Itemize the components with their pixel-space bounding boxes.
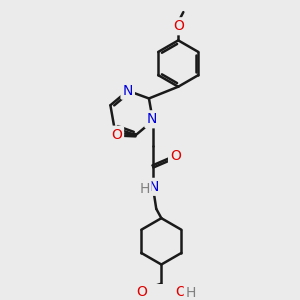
Text: O: O: [170, 149, 181, 163]
Text: O: O: [136, 285, 147, 299]
Text: N: N: [146, 112, 157, 126]
Text: N: N: [122, 84, 133, 98]
Text: H: H: [186, 286, 196, 300]
Text: O: O: [173, 19, 184, 33]
Text: H: H: [139, 182, 150, 196]
Text: O: O: [176, 285, 187, 299]
Text: O: O: [111, 128, 122, 142]
Text: N: N: [149, 180, 160, 194]
